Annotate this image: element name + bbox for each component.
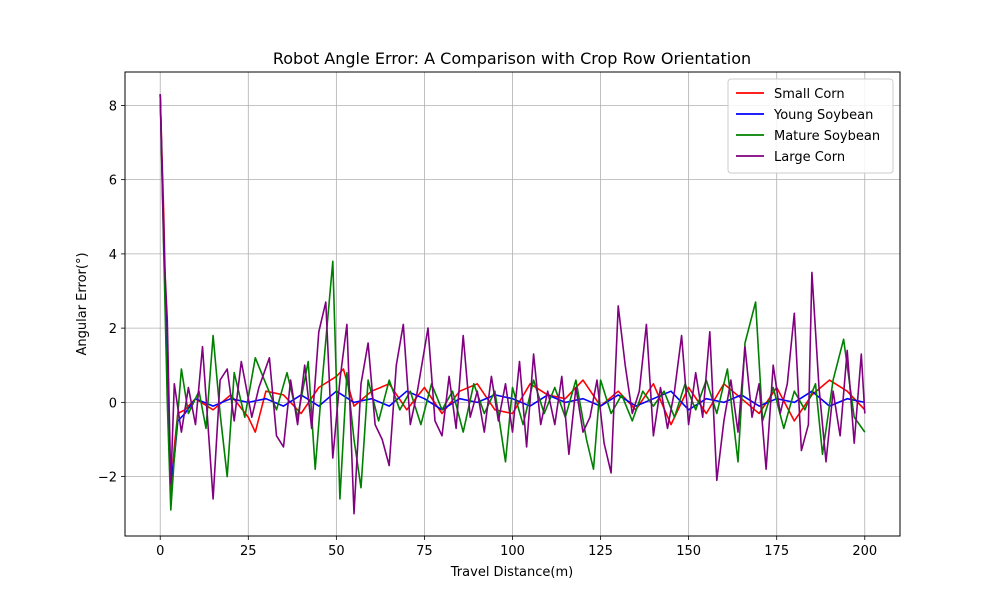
- y-tick-label: 6: [109, 174, 117, 189]
- grid-lines: [125, 72, 900, 536]
- legend-label: Mature Soybean: [774, 129, 880, 144]
- y-tick-label: 2: [109, 322, 117, 337]
- x-axis-label: Travel Distance(m): [450, 565, 573, 580]
- y-axis-label: Angular Error(°): [75, 252, 90, 355]
- x-tick-label: 0: [156, 544, 164, 559]
- x-tick-label: 25: [240, 544, 257, 559]
- series-layer: [159, 94, 866, 515]
- series-line-mature-soybean: [159, 94, 866, 511]
- legend: Small Corn Young Soybean Mature Soybean Lar…: [727, 78, 894, 174]
- legend-label: Large Corn: [774, 150, 845, 165]
- x-tick-label: 125: [588, 544, 613, 559]
- y-tick-label: 8: [109, 99, 117, 114]
- axis-ticks: 0 25 50 75 100 125 150 175 200 −2 0 2 4 6 8: [98, 99, 877, 559]
- x-tick-label: 150: [676, 544, 701, 559]
- x-tick-label: 175: [764, 544, 789, 559]
- series-line-small-corn: [159, 94, 866, 500]
- x-tick-label: 200: [852, 544, 877, 559]
- legend-label: Young Soybean: [773, 108, 873, 123]
- y-tick-label: 4: [109, 248, 117, 263]
- chart-title: Robot Angle Error: A Comparison with Cro…: [273, 49, 751, 68]
- x-tick-label: 100: [500, 544, 525, 559]
- series-line-large-corn: [159, 94, 866, 515]
- x-tick-label: 50: [328, 544, 345, 559]
- y-tick-label: 0: [109, 396, 117, 411]
- legend-label: Small Corn: [774, 87, 845, 102]
- x-tick-label: 75: [416, 544, 433, 559]
- legend-box: [727, 78, 894, 174]
- y-tick-label: −2: [98, 471, 117, 486]
